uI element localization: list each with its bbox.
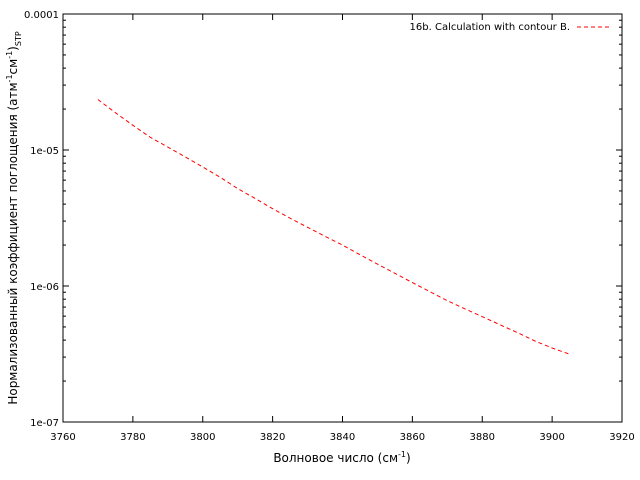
x-axis-label: Волновое число (см-1) bbox=[273, 450, 410, 465]
series-layer bbox=[97, 99, 570, 355]
x-tick-label: 3800 bbox=[190, 432, 215, 443]
y-tick-label: 1e-05 bbox=[30, 146, 59, 157]
x-tick-label: 3900 bbox=[539, 432, 564, 443]
x-tick-label: 3760 bbox=[50, 432, 75, 443]
x-tick-label: 3820 bbox=[260, 432, 285, 443]
x-tick-label: 3780 bbox=[120, 432, 145, 443]
x-tick-label: 3860 bbox=[400, 432, 425, 443]
y-tick-label: 1e-06 bbox=[30, 282, 59, 293]
series-line bbox=[97, 99, 570, 355]
y-tick-label: 1e-07 bbox=[30, 418, 59, 429]
y-tick-label: 0.0001 bbox=[24, 10, 59, 21]
legend: 16b. Calculation with contour B. bbox=[410, 22, 611, 33]
y-axis-label: Нормализованный коэффициент поглощения (… bbox=[5, 31, 23, 405]
x-tick-label: 3880 bbox=[470, 432, 495, 443]
x-tick-label: 3840 bbox=[330, 432, 355, 443]
plot-frame bbox=[62, 13, 623, 423]
y-axis-ticks: 0.0001 1e-05 1e-06 1e-07 bbox=[24, 10, 622, 429]
legend-label: 16b. Calculation with contour B. bbox=[410, 22, 570, 33]
x-axis-ticks: 3760 3780 3800 3820 3840 3860 3880 3900 3920 bbox=[50, 14, 635, 443]
x-tick-label: 3920 bbox=[609, 432, 634, 443]
